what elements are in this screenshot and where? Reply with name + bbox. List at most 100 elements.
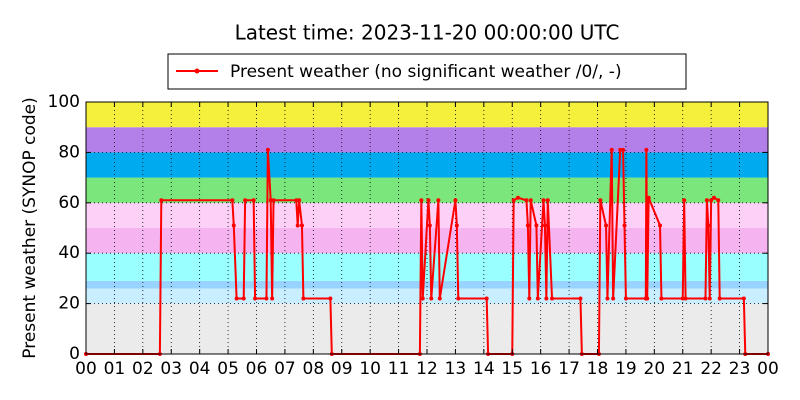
point: [234, 296, 239, 301]
point: [527, 296, 532, 301]
point: [598, 198, 603, 203]
point: [528, 198, 533, 203]
point: [297, 198, 302, 203]
point: [680, 296, 685, 301]
x-tick-label: 08: [303, 359, 325, 379]
point: [429, 296, 434, 301]
x-tick-label: 00: [75, 359, 97, 379]
point: [621, 147, 626, 152]
point: [645, 296, 650, 301]
legend-marker: [194, 68, 200, 74]
x-tick-label: 07: [274, 359, 296, 379]
point: [265, 147, 270, 152]
point: [270, 296, 275, 301]
point: [658, 223, 663, 228]
point: [484, 296, 489, 301]
point: [515, 195, 520, 200]
point: [609, 147, 614, 152]
point: [644, 147, 649, 152]
point: [271, 198, 276, 203]
x-tick-label: 20: [644, 359, 666, 379]
x-tick-label: 16: [530, 359, 552, 379]
x-tick-label: 09: [331, 359, 353, 379]
band: [86, 152, 768, 178]
chart-title: Latest time: 2023-11-20 00:00:00 UTC: [235, 21, 620, 45]
x-tick-label: 03: [160, 359, 182, 379]
x-tick-label: 10: [359, 359, 381, 379]
point: [427, 223, 432, 228]
point: [703, 296, 708, 301]
point: [456, 296, 461, 301]
x-tick-label: 23: [729, 359, 751, 379]
point: [544, 296, 549, 301]
point: [704, 198, 709, 203]
x-tick-label: 17: [558, 359, 580, 379]
point: [542, 223, 547, 228]
point: [437, 296, 442, 301]
y-tick-label: 20: [58, 294, 80, 314]
x-tick-label: 18: [587, 359, 609, 379]
point: [659, 296, 664, 301]
point: [550, 296, 555, 301]
x-tick-label: 04: [189, 359, 211, 379]
point: [623, 296, 628, 301]
band: [86, 127, 768, 153]
point: [243, 198, 248, 203]
y-axis-label: Present weather (SYNOP code): [20, 97, 40, 358]
x-tick-label: 15: [501, 359, 523, 379]
x-tick-label: 11: [388, 359, 410, 379]
x-tick-label: 05: [217, 359, 239, 379]
point: [231, 223, 236, 228]
point: [683, 296, 688, 301]
y-tick-label: 0: [69, 344, 80, 364]
point: [717, 296, 722, 301]
point: [534, 223, 539, 228]
y-tick-label: 80: [58, 142, 80, 162]
point: [622, 223, 627, 228]
point: [419, 198, 424, 203]
point: [230, 198, 235, 203]
x-tick-label: 06: [246, 359, 268, 379]
point: [426, 198, 431, 203]
point: [712, 195, 717, 200]
x-tick-label: 00: [757, 359, 779, 379]
point: [251, 198, 256, 203]
x-tick-label: 22: [700, 359, 722, 379]
point: [436, 198, 441, 203]
point: [294, 198, 299, 203]
axes: 0 20 40 60 80 100 00 01 02 03 04 05 06 07 08 09 10 11 12 13…: [48, 92, 779, 379]
y-tick-label: 40: [58, 243, 80, 263]
point: [301, 296, 306, 301]
point: [328, 296, 333, 301]
point: [707, 296, 712, 301]
x-tick-label: 02: [132, 359, 154, 379]
point: [241, 296, 246, 301]
point: [159, 198, 164, 203]
point: [605, 296, 610, 301]
point: [525, 223, 530, 228]
point: [741, 296, 746, 301]
y-tick-label: 60: [58, 193, 80, 213]
plot: [84, 147, 770, 356]
x-tick-label: 21: [672, 359, 694, 379]
point: [420, 296, 425, 301]
point: [453, 198, 458, 203]
legend: Present weather (no significant weather …: [167, 53, 687, 90]
point: [454, 223, 459, 228]
point: [545, 198, 550, 203]
band: [86, 280, 768, 289]
x-tick-label: 13: [445, 359, 467, 379]
point: [295, 223, 300, 228]
point: [253, 296, 258, 301]
point: [716, 198, 721, 203]
x-tick-label: 14: [473, 359, 495, 379]
point: [578, 296, 583, 301]
band: [86, 303, 768, 354]
point: [682, 198, 687, 203]
x-tick-label: 12: [416, 359, 438, 379]
point: [618, 147, 623, 152]
y-tick-label: 100: [48, 92, 80, 112]
point: [511, 198, 516, 203]
